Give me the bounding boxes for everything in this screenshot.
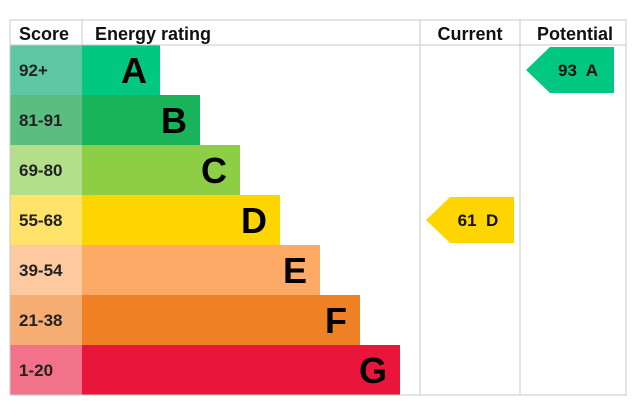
band-e: 39-54 E	[10, 245, 320, 295]
header-energy-rating: Energy rating	[95, 24, 211, 44]
header-current: Current	[437, 24, 502, 44]
score-range-b: 81-91	[19, 111, 62, 130]
header-score: Score	[19, 24, 69, 44]
rating-letter-b: B	[161, 100, 187, 141]
potential-rating-arrow	[526, 47, 614, 93]
current-rating: 61 D	[426, 197, 514, 243]
rating-letter-d: D	[241, 200, 267, 241]
score-range-e: 39-54	[19, 261, 63, 280]
band-d: 55-68 D	[10, 195, 280, 245]
score-range-f: 21-38	[19, 311, 62, 330]
score-range-c: 69-80	[19, 161, 62, 180]
header-row: Score Energy rating Current Potential	[19, 24, 613, 44]
current-rating-label: 61 D	[458, 211, 499, 230]
rating-bar-f	[82, 295, 360, 345]
rating-letter-g: G	[359, 350, 387, 391]
rating-bands: 92+ A 81-91 B 69-80 C 55-68 D 39-54 E 21-38 F 1-20 G	[10, 45, 400, 395]
score-cell-a	[10, 45, 82, 95]
rating-bar-e	[82, 245, 320, 295]
chart-border	[9, 19, 627, 396]
potential-rating: 93 A	[526, 47, 614, 93]
rating-bar-b	[82, 95, 200, 145]
rating-letter-c: C	[201, 150, 227, 191]
band-c: 69-80 C	[10, 145, 240, 195]
score-range-g: 1-20	[19, 361, 53, 380]
band-b: 81-91 B	[10, 95, 200, 145]
score-cell-c	[10, 145, 82, 195]
score-cell-f	[10, 295, 82, 345]
band-g: 1-20 G	[10, 345, 400, 395]
header-potential: Potential	[537, 24, 613, 44]
grid-lines	[9, 19, 627, 396]
rating-bar-g	[82, 345, 400, 395]
rating-letter-e: E	[283, 250, 307, 291]
score-range-d: 55-68	[19, 211, 62, 230]
current-rating-arrow	[426, 197, 514, 243]
rating-markers: 61 D 93 A	[426, 47, 614, 243]
score-cell-d	[10, 195, 82, 245]
score-cell-g	[10, 345, 82, 395]
rating-bar-c	[82, 145, 240, 195]
rating-letter-f: F	[325, 300, 347, 341]
potential-rating-label: 93 A	[558, 61, 598, 80]
band-a: 92+ A	[10, 45, 160, 95]
score-range-a: 92+	[19, 61, 48, 80]
rating-bar-a	[82, 45, 160, 95]
score-cell-b	[10, 95, 82, 145]
band-f: 21-38 F	[10, 295, 360, 345]
rating-bar-d	[82, 195, 280, 245]
rating-letter-a: A	[121, 50, 147, 91]
score-cell-e	[10, 245, 82, 295]
